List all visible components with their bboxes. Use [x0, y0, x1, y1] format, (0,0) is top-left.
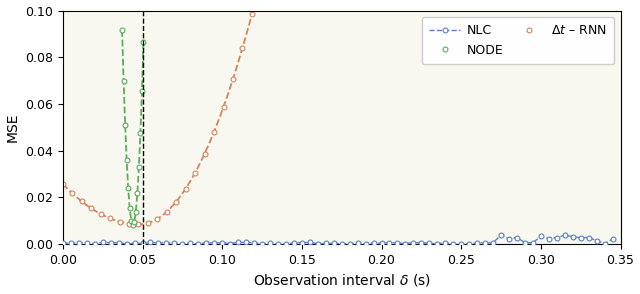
- NLC: [497, 233, 505, 237]
- NLC: [131, 242, 138, 245]
- NODE: [134, 191, 141, 195]
- NODE: [132, 210, 140, 213]
- $\Delta t$ – RNN: [163, 210, 171, 213]
- NODE: [120, 79, 127, 83]
- X-axis label: Observation interval $\delta$ (s): Observation interval $\delta$ (s): [253, 273, 431, 288]
- $\Delta t$ – RNN: [210, 130, 218, 133]
- NODE: [122, 123, 129, 126]
- Line: NODE: NODE: [120, 28, 146, 228]
- $\Delta t$ – RNN: [229, 77, 237, 81]
- $\Delta t$ – RNN: [134, 223, 142, 226]
- $\Delta t$ – RNN: [267, 0, 275, 1]
- NODE: [131, 220, 138, 224]
- Line: $\Delta t$ – RNN: $\Delta t$ – RNN: [60, 0, 623, 227]
- NODE: [135, 165, 143, 168]
- NLC: [227, 242, 234, 245]
- NODE: [129, 224, 136, 227]
- NLC: [545, 237, 553, 240]
- Y-axis label: MSE: MSE: [6, 113, 20, 142]
- NODE: [140, 40, 147, 44]
- NODE: [118, 28, 126, 32]
- NLC: [362, 242, 369, 245]
- NODE: [127, 219, 135, 223]
- NLC: [609, 237, 616, 241]
- NODE: [124, 186, 132, 190]
- NODE: [136, 131, 144, 135]
- $\Delta t$ – RNN: [248, 13, 256, 16]
- NLC: [290, 241, 298, 245]
- Legend: NLC, NODE, $\Delta t$ – RNN: NLC, NODE, $\Delta t$ – RNN: [422, 17, 614, 64]
- NLC: [465, 242, 473, 246]
- NLC: [59, 241, 67, 245]
- $\Delta t$ – RNN: [257, 0, 265, 1]
- $\Delta t$ – RNN: [59, 182, 67, 186]
- NODE: [123, 158, 131, 162]
- NODE: [138, 89, 146, 93]
- $\Delta t$ – RNN: [428, 0, 435, 1]
- NODE: [126, 207, 134, 210]
- $\Delta t$ – RNN: [617, 0, 625, 1]
- NLC: [186, 241, 194, 245]
- Line: NLC: NLC: [60, 233, 615, 247]
